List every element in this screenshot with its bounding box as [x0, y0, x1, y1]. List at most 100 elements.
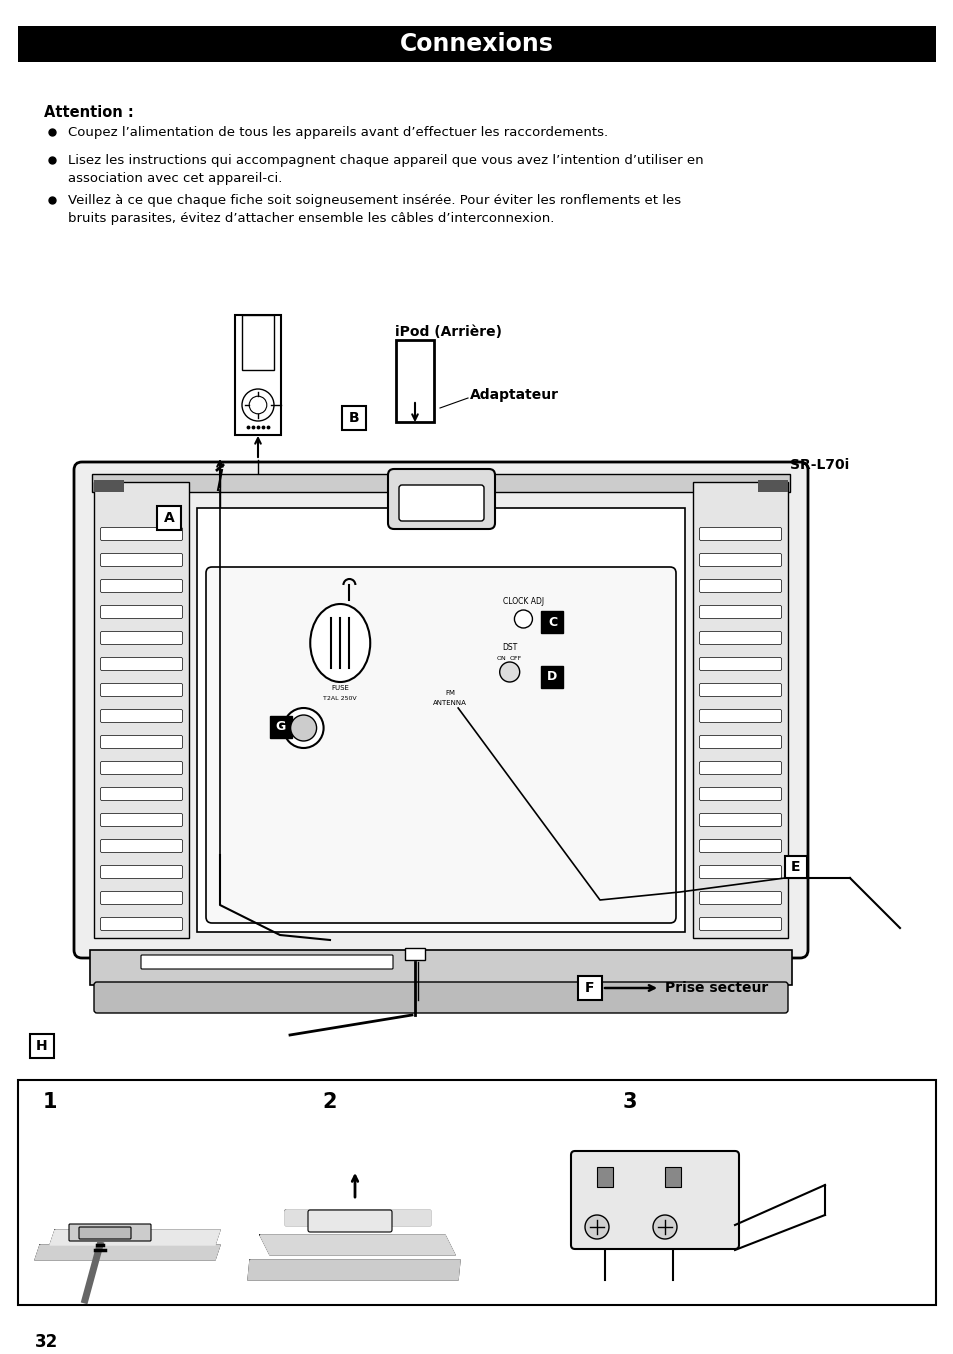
Text: OFF: OFF: [509, 655, 521, 661]
Circle shape: [242, 389, 274, 421]
FancyBboxPatch shape: [100, 761, 182, 774]
Polygon shape: [285, 1210, 430, 1225]
Text: FM: FM: [445, 691, 455, 696]
Polygon shape: [260, 1235, 455, 1255]
FancyBboxPatch shape: [79, 1227, 131, 1239]
FancyBboxPatch shape: [100, 891, 182, 904]
Text: ON: ON: [497, 655, 506, 661]
Bar: [784, 856, 806, 877]
Bar: [664, 1167, 680, 1187]
FancyBboxPatch shape: [100, 918, 182, 930]
Text: E: E: [790, 860, 800, 873]
FancyBboxPatch shape: [100, 735, 182, 749]
FancyBboxPatch shape: [398, 485, 483, 521]
Bar: [341, 406, 366, 431]
FancyBboxPatch shape: [94, 982, 787, 1013]
Text: FUSE: FUSE: [331, 685, 349, 691]
Text: C: C: [547, 616, 557, 628]
FancyBboxPatch shape: [699, 580, 781, 593]
Text: Connexions: Connexions: [399, 32, 554, 56]
FancyBboxPatch shape: [699, 788, 781, 800]
FancyBboxPatch shape: [69, 1224, 151, 1242]
Polygon shape: [248, 1261, 459, 1280]
FancyBboxPatch shape: [699, 554, 781, 566]
FancyBboxPatch shape: [100, 709, 182, 723]
FancyBboxPatch shape: [699, 605, 781, 619]
Bar: [395, 340, 434, 422]
Text: SR-L70i: SR-L70i: [789, 458, 848, 473]
Bar: [270, 716, 292, 738]
Bar: [18, 26, 935, 62]
Text: D: D: [547, 670, 557, 684]
Bar: [541, 611, 563, 634]
Text: H: H: [36, 1039, 48, 1053]
FancyBboxPatch shape: [100, 684, 182, 696]
FancyBboxPatch shape: [100, 839, 182, 853]
Text: association avec cet appareil-ci.: association avec cet appareil-ci.: [68, 172, 282, 185]
Text: iPod (Arrière): iPod (Arrière): [395, 325, 501, 338]
FancyBboxPatch shape: [699, 865, 781, 879]
Circle shape: [499, 662, 519, 682]
Bar: [90, 951, 791, 984]
Bar: [578, 976, 601, 1001]
Text: Prise secteur: Prise secteur: [664, 982, 767, 995]
Bar: [405, 948, 424, 960]
FancyBboxPatch shape: [699, 709, 781, 723]
FancyBboxPatch shape: [100, 580, 182, 593]
Bar: [18, 1080, 935, 1305]
Bar: [157, 506, 181, 529]
Bar: [242, 315, 274, 370]
Text: G: G: [275, 720, 286, 734]
Text: Lisez les instructions qui accompagnent chaque appareil que vous avez l’intentio: Lisez les instructions qui accompagnent …: [68, 154, 703, 167]
Bar: [541, 666, 563, 688]
Text: DST: DST: [501, 643, 517, 653]
Text: Veillez à ce que chaque fiche soit soigneusement insérée. Pour éviter les ronfle: Veillez à ce que chaque fiche soit soign…: [68, 194, 680, 207]
Bar: [94, 482, 189, 938]
Text: CLOCK ADJ: CLOCK ADJ: [502, 597, 543, 605]
Polygon shape: [50, 1229, 220, 1244]
Circle shape: [652, 1215, 677, 1239]
FancyBboxPatch shape: [699, 814, 781, 826]
Text: F: F: [584, 982, 594, 995]
Text: 1: 1: [43, 1091, 57, 1112]
FancyBboxPatch shape: [308, 1210, 392, 1232]
Text: ANTENNA: ANTENNA: [433, 700, 467, 705]
FancyBboxPatch shape: [100, 528, 182, 540]
Text: bruits parasites, évitez d’attacher ensemble les câbles d’interconnexion.: bruits parasites, évitez d’attacher ense…: [68, 213, 554, 225]
Ellipse shape: [310, 604, 370, 682]
Text: T2AL 250V: T2AL 250V: [323, 696, 356, 700]
FancyBboxPatch shape: [100, 631, 182, 645]
FancyBboxPatch shape: [100, 865, 182, 879]
FancyBboxPatch shape: [699, 839, 781, 853]
Circle shape: [514, 611, 532, 628]
FancyBboxPatch shape: [100, 605, 182, 619]
Polygon shape: [35, 1244, 220, 1261]
Bar: [692, 482, 787, 938]
Bar: [758, 481, 787, 492]
FancyBboxPatch shape: [699, 918, 781, 930]
Bar: [94, 481, 124, 492]
Text: A: A: [164, 510, 174, 525]
FancyBboxPatch shape: [699, 528, 781, 540]
Bar: [234, 315, 281, 435]
FancyBboxPatch shape: [699, 761, 781, 774]
Text: Coupez l’alimentation de tous les appareils avant d’effectuer les raccordements.: Coupez l’alimentation de tous les appare…: [68, 126, 607, 139]
Circle shape: [249, 397, 267, 414]
Bar: [91, 474, 789, 492]
Text: 3: 3: [622, 1091, 637, 1112]
FancyBboxPatch shape: [141, 955, 393, 969]
FancyBboxPatch shape: [74, 462, 807, 959]
FancyBboxPatch shape: [699, 684, 781, 696]
FancyBboxPatch shape: [699, 631, 781, 645]
FancyBboxPatch shape: [100, 658, 182, 670]
Text: 2: 2: [322, 1091, 337, 1112]
FancyBboxPatch shape: [571, 1151, 739, 1248]
FancyBboxPatch shape: [699, 735, 781, 749]
Text: B: B: [349, 412, 359, 425]
FancyBboxPatch shape: [699, 658, 781, 670]
Circle shape: [584, 1215, 608, 1239]
FancyBboxPatch shape: [100, 788, 182, 800]
FancyBboxPatch shape: [100, 554, 182, 566]
FancyBboxPatch shape: [206, 567, 676, 923]
Text: Attention :: Attention :: [44, 106, 133, 121]
